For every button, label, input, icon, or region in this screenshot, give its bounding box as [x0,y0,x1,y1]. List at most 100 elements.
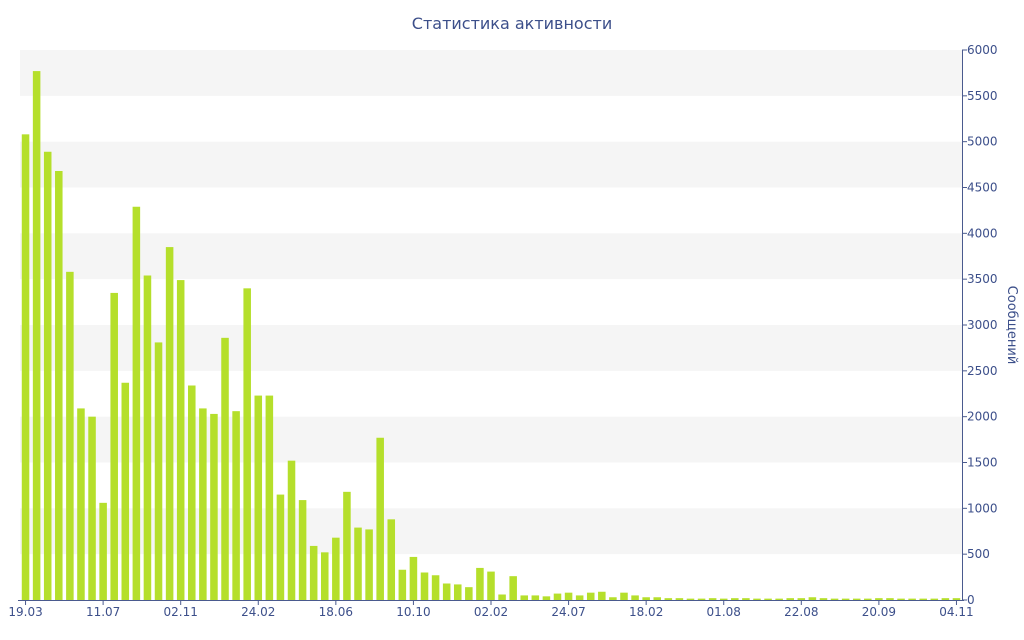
bar [941,598,950,600]
bar [742,598,750,600]
bar [442,583,451,600]
bar [232,411,240,600]
y-tick-label: 5000 [967,135,998,149]
bar [697,598,706,600]
bar [110,292,118,600]
bar [88,416,96,600]
bar [542,596,551,600]
bar [309,545,318,600]
bar [509,576,517,600]
bar [664,598,673,600]
bar [564,592,573,600]
bar [21,134,30,601]
y-tick-label: 0 [967,593,975,607]
y-axis-label: Сообщений [1004,286,1019,365]
x-tick-label: 11.07 [86,605,120,619]
bar [852,598,861,600]
x-tick-label: 22.08 [784,605,818,619]
bar [298,500,307,600]
grid-band [20,233,962,280]
y-tick-label: 5500 [967,89,998,103]
bar [343,491,351,600]
bar [32,71,41,601]
bar-series [21,71,961,601]
bar [453,584,462,600]
bar [99,502,107,600]
bar [609,597,617,600]
bar [952,598,961,600]
bar [520,595,529,600]
bar [254,395,263,600]
bar [708,598,717,600]
bar [786,598,794,600]
bar [498,594,506,600]
bar [332,537,340,600]
bar [753,598,761,600]
y-tick-label: 1500 [967,456,998,470]
bar [897,598,905,600]
chart-title: Статистика активности [411,14,613,33]
bar [797,598,806,600]
x-tick-label: 04.11 [939,605,973,619]
y-tick-label: 3000 [967,318,998,332]
bar [354,527,362,600]
bar [221,337,229,600]
bar [830,598,839,600]
bar [675,598,684,600]
x-tick-label: 24.07 [551,605,585,619]
x-tick-label: 02.02 [474,605,508,619]
bar [631,595,639,600]
bar [731,598,739,600]
bar [719,598,728,600]
bar [919,598,927,600]
bar [143,275,152,600]
bar [653,597,662,600]
bar [553,593,562,600]
bar [620,592,628,600]
bar [376,437,384,600]
bar [243,288,251,600]
bar [165,247,174,601]
y-axis-ticks: 0 500 1000 1500 2000 2500 3000 3500 4000 4500 5000… [962,43,998,607]
bar [819,598,828,600]
x-tick-label: 24.02 [241,605,275,619]
grid-band [20,50,962,96]
bar [930,598,939,600]
bar [55,171,63,600]
bar [320,552,329,600]
x-tick-label: 18.02 [629,605,663,619]
bar [176,280,185,600]
bar [265,395,274,600]
grid-band [20,141,962,188]
bar [132,206,141,600]
bar [121,382,130,600]
bar [287,460,296,600]
bar [276,494,285,600]
bar [420,572,429,600]
x-tick-label: 01.08 [707,605,741,619]
x-tick-label: 19.03 [8,605,42,619]
y-tick-label: 2000 [967,410,998,424]
bar [886,598,894,600]
x-axis-ticks: 19.03 11.07 02.11 24.02 18.06 10.10 02.02 24.07… [8,600,974,619]
y-tick-label: 3500 [967,272,998,286]
x-tick-label: 20.09 [862,605,896,619]
bar [476,567,484,600]
bar [188,385,196,600]
y-tick-label: 2500 [967,364,998,378]
bar [465,587,473,600]
bar [598,591,606,600]
bar [365,529,373,600]
bar [642,597,650,600]
bar [764,598,772,600]
bar [387,519,396,600]
y-tick-label: 4000 [967,226,998,240]
y-tick-label: 6000 [967,43,998,57]
bar [398,569,407,600]
bar [575,595,584,600]
bar [864,598,872,600]
x-tick-label: 10.10 [396,605,430,619]
bar [531,595,540,600]
